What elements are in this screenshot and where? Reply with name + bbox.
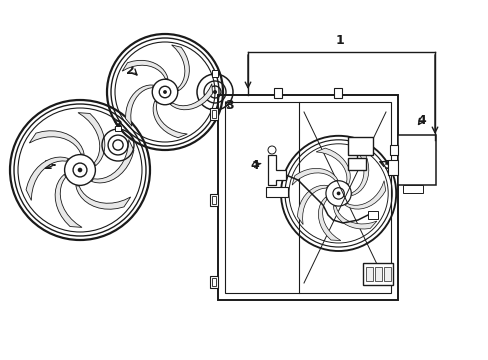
Bar <box>212 110 216 118</box>
Bar <box>347 137 372 155</box>
Polygon shape <box>315 148 349 185</box>
Polygon shape <box>318 197 340 240</box>
Bar <box>333 88 341 98</box>
Polygon shape <box>55 174 82 228</box>
Polygon shape <box>122 60 168 79</box>
Bar <box>397 135 435 185</box>
Text: 2: 2 <box>125 63 134 77</box>
Bar <box>209 194 218 206</box>
Bar <box>387 160 397 175</box>
Bar <box>212 196 216 204</box>
Bar <box>365 267 372 281</box>
Bar <box>224 102 390 293</box>
Polygon shape <box>29 131 84 154</box>
Bar <box>209 276 218 288</box>
Circle shape <box>213 90 217 94</box>
Circle shape <box>163 90 166 94</box>
Text: 3: 3 <box>113 118 122 131</box>
Text: 2: 2 <box>43 158 52 171</box>
Bar <box>367 211 377 219</box>
Text: 1: 1 <box>335 33 344 46</box>
Bar <box>209 108 218 120</box>
Bar <box>374 267 381 281</box>
Polygon shape <box>78 113 104 166</box>
Bar <box>362 263 392 285</box>
Bar <box>115 126 121 131</box>
Polygon shape <box>344 181 385 209</box>
Polygon shape <box>76 186 130 209</box>
Circle shape <box>78 168 82 172</box>
Polygon shape <box>170 84 212 110</box>
Text: 3: 3 <box>225 99 234 112</box>
Bar <box>389 145 397 155</box>
Bar <box>212 278 216 286</box>
Text: 5: 5 <box>383 158 391 171</box>
Text: 4: 4 <box>250 158 259 171</box>
Polygon shape <box>91 140 134 183</box>
Polygon shape <box>26 157 68 201</box>
Polygon shape <box>267 155 285 185</box>
Circle shape <box>336 192 340 195</box>
Bar <box>383 267 390 281</box>
Polygon shape <box>297 185 327 225</box>
Polygon shape <box>153 101 187 138</box>
Bar <box>273 88 282 98</box>
Polygon shape <box>351 150 368 196</box>
Polygon shape <box>291 168 337 185</box>
Polygon shape <box>333 206 376 229</box>
Bar <box>218 95 397 300</box>
Text: 4: 4 <box>417 113 426 126</box>
Polygon shape <box>171 45 189 91</box>
Polygon shape <box>125 85 153 126</box>
Bar <box>402 185 422 193</box>
Bar <box>347 158 365 170</box>
Bar <box>265 187 287 197</box>
Bar <box>212 70 218 77</box>
